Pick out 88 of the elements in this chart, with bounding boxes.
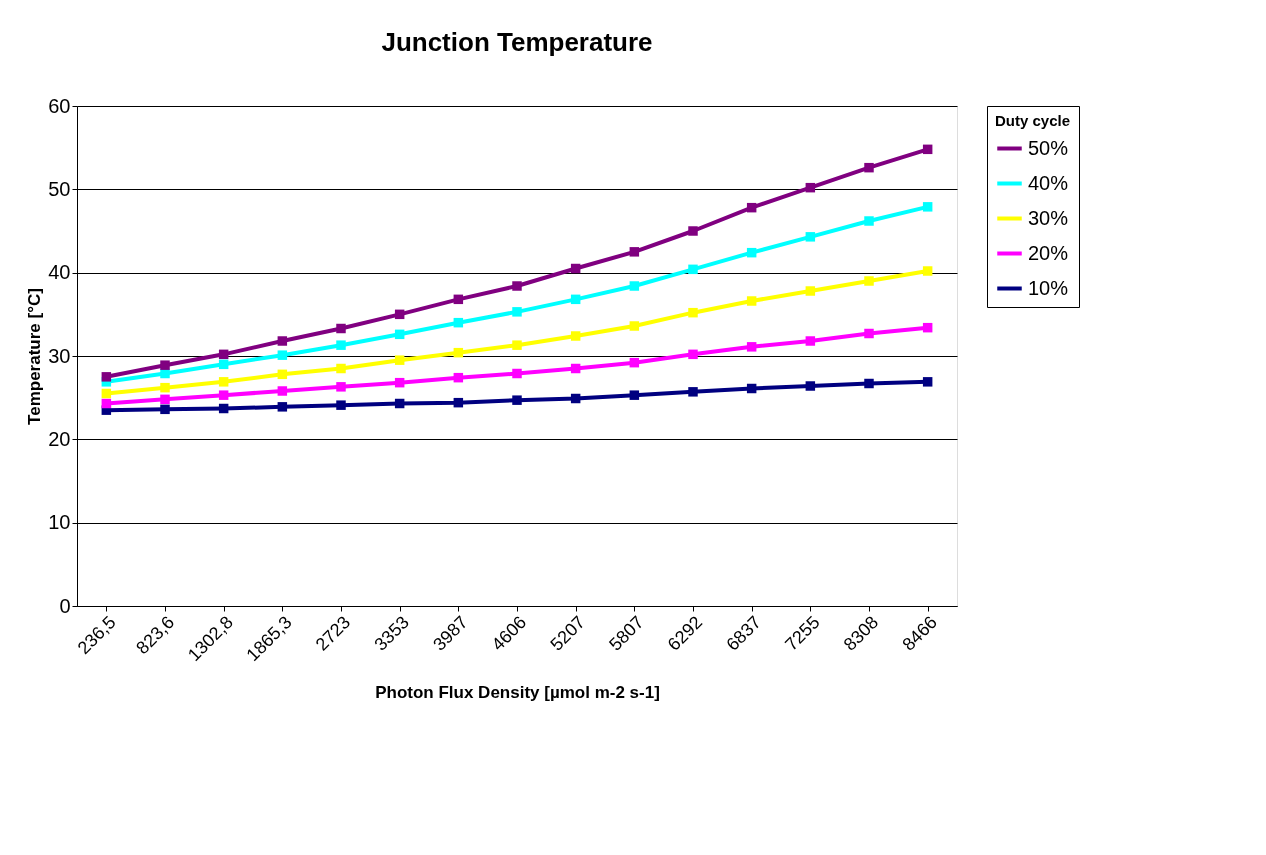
point	[864, 276, 874, 286]
point	[160, 382, 170, 393]
y-tick-label: 30	[48, 344, 71, 367]
point	[453, 347, 464, 358]
point	[160, 360, 170, 370]
y-tick-label: 0	[59, 594, 71, 617]
point	[277, 336, 288, 346]
point	[922, 322, 933, 333]
point	[277, 369, 288, 380]
point	[394, 377, 405, 388]
point	[160, 404, 170, 415]
point	[629, 357, 640, 368]
point	[922, 266, 933, 276]
point	[101, 388, 112, 399]
point	[277, 402, 288, 412]
point	[805, 232, 816, 242]
point	[453, 372, 464, 383]
point	[336, 323, 346, 334]
legend-label: 10%	[1028, 276, 1069, 299]
point	[336, 400, 346, 410]
point	[864, 328, 874, 339]
y-tick-label: 60	[48, 94, 71, 117]
point	[394, 309, 405, 320]
point	[688, 226, 698, 236]
point	[277, 350, 288, 360]
point	[394, 329, 405, 340]
y-tick-label: 50	[48, 177, 71, 200]
legend-label: 20%	[1028, 241, 1069, 264]
point	[746, 202, 757, 213]
point	[512, 368, 522, 379]
point	[218, 390, 229, 400]
point	[218, 403, 229, 414]
point	[864, 216, 874, 226]
y-tick-label: 10	[48, 511, 71, 534]
point	[336, 340, 346, 350]
legend-label: 30%	[1028, 206, 1069, 229]
point	[570, 263, 581, 274]
point	[688, 264, 698, 275]
point	[218, 349, 229, 360]
point	[512, 340, 522, 350]
point	[688, 349, 698, 360]
point	[453, 397, 464, 408]
point	[101, 398, 112, 409]
point	[688, 307, 698, 318]
point	[453, 317, 464, 328]
y-axis-title: Temperature [°C]	[25, 288, 45, 425]
point	[922, 144, 933, 155]
point	[746, 247, 757, 258]
y-tick-label: 20	[48, 427, 71, 450]
point	[394, 355, 405, 365]
point	[629, 390, 640, 400]
point	[746, 383, 757, 394]
point	[864, 162, 874, 173]
point	[336, 363, 346, 374]
point	[160, 394, 170, 405]
point	[570, 393, 581, 404]
chart-title: Junction Temperature	[381, 27, 653, 57]
legend-title: Duty cycle	[995, 112, 1071, 129]
point	[805, 286, 816, 296]
point	[512, 395, 522, 405]
point	[570, 331, 581, 341]
point	[453, 294, 464, 305]
point	[512, 307, 522, 317]
y-tick-label: 40	[48, 261, 71, 284]
point	[101, 372, 112, 382]
point	[805, 182, 816, 193]
point	[629, 321, 640, 331]
x-axis-title: Photon Flux Density [µmol m-2 s-1]	[375, 683, 660, 703]
point	[512, 281, 522, 291]
point	[864, 378, 874, 389]
point	[277, 386, 288, 396]
point	[746, 342, 757, 352]
legend-label: 50%	[1028, 136, 1069, 159]
legend-label: 40%	[1028, 171, 1069, 194]
point	[922, 202, 933, 212]
point	[922, 377, 933, 387]
point	[394, 398, 405, 409]
point	[746, 296, 757, 306]
point	[218, 359, 229, 370]
point	[570, 363, 581, 374]
point	[336, 382, 346, 392]
point	[688, 387, 698, 397]
point	[570, 294, 581, 305]
point	[629, 281, 640, 291]
point	[629, 247, 640, 257]
point	[218, 377, 229, 387]
point	[805, 381, 816, 391]
point	[805, 336, 816, 346]
